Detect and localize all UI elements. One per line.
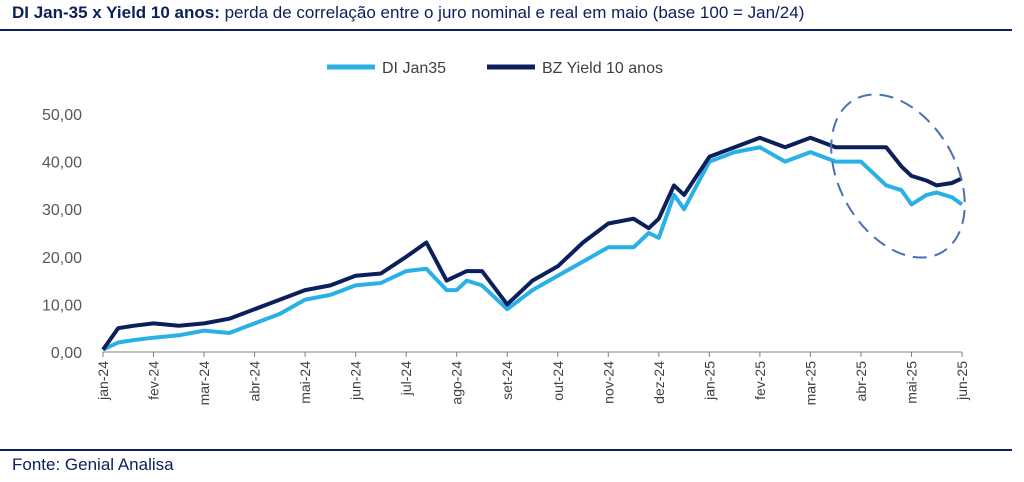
x-tick-label: ago-24	[449, 361, 465, 405]
y-tick-label: 30,00	[42, 202, 82, 219]
x-tick-label: mar-24	[196, 361, 212, 406]
x-tick-label: jan-24	[95, 361, 111, 401]
y-tick-label: 10,00	[42, 297, 82, 314]
y-axis-ticks: 0,00 10,00 20,00 30,00 40,00 50,00	[42, 107, 82, 362]
legend: DI Jan35 BZ Yield 10 anos	[327, 60, 663, 77]
series-line-bz-yield-10	[101, 135, 963, 351]
y-tick-label: 0,00	[51, 345, 82, 362]
x-tick-label: jun-25	[954, 361, 970, 401]
x-tick-label: jun-24	[348, 361, 364, 401]
x-tick-label: mai-24	[297, 361, 313, 404]
x-tick-label: out-24	[550, 361, 566, 401]
legend-label-di: DI Jan35	[382, 60, 446, 77]
chart-title-rest: perda de correlação entre o juro nominal…	[219, 3, 805, 22]
x-tick-label: jul-24	[398, 361, 414, 396]
x-tick-label: fev-24	[146, 361, 162, 400]
x-tick-label: jan-25	[701, 361, 717, 401]
x-tick-label: abr-24	[247, 361, 263, 402]
title-rule	[0, 29, 1012, 31]
series-line-di-jan35	[102, 145, 964, 352]
line-chart: DI Jan35 BZ Yield 10 anos 0,00 10,00 20,00…	[42, 60, 970, 405]
series-lines	[101, 135, 964, 352]
legend-label-bz: BZ Yield 10 anos	[542, 60, 663, 77]
x-tick-label: set-24	[499, 361, 515, 400]
x-tick-label: mai-25	[903, 361, 919, 404]
y-tick-label: 40,00	[42, 155, 82, 172]
x-tick-label: mar-25	[802, 361, 818, 406]
highlight-ellipse	[830, 93, 966, 259]
x-tick-label: dez-24	[651, 361, 667, 404]
x-tick-label: nov-24	[600, 361, 616, 404]
y-tick-label: 20,00	[42, 250, 82, 267]
x-tick-label: abr-25	[853, 361, 869, 402]
footer-rule	[0, 449, 1012, 451]
source-note: Fonte: Genial Analisa	[12, 455, 174, 474]
x-tick-label: fev-25	[752, 361, 768, 400]
chart-title: DI Jan-35 x Yield 10 anos: perda de corr…	[12, 3, 1010, 27]
chart-title-bold: DI Jan-35 x Yield 10 anos:	[12, 3, 220, 22]
x-axis-ticks: jan-24 fev-24 mar-24 abr-24 mai-24 jun-24 jul-…	[95, 352, 970, 405]
y-tick-label: 50,00	[42, 107, 82, 124]
